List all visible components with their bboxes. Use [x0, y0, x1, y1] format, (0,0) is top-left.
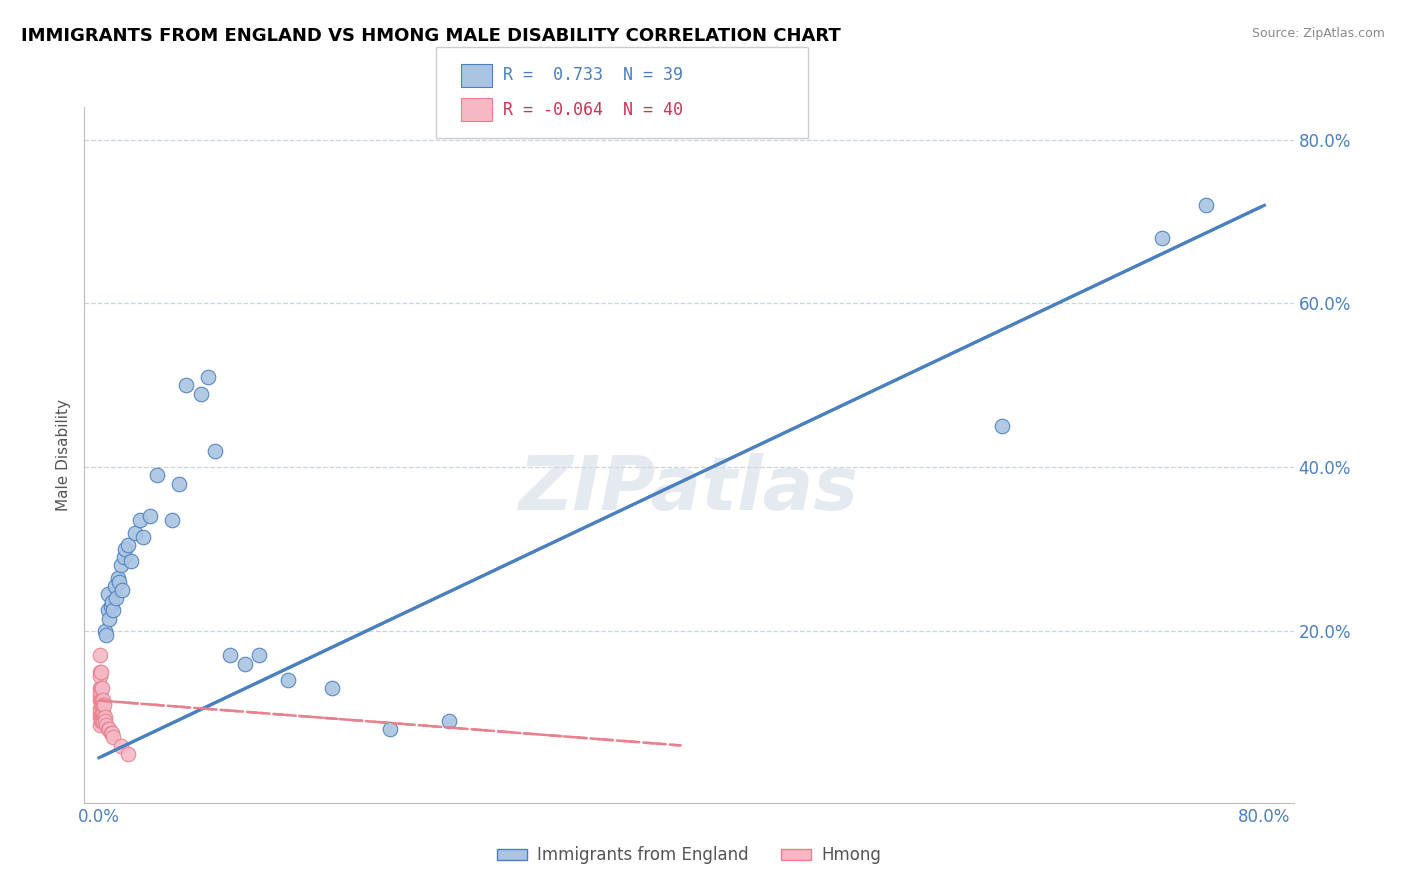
Point — [146, 468, 169, 483]
Point — [233, 657, 256, 671]
Point — [94, 714, 117, 728]
Point — [110, 739, 132, 753]
Point — [117, 747, 139, 761]
Point — [89, 669, 111, 683]
Y-axis label: Male Disability: Male Disability — [56, 399, 72, 511]
Point — [176, 378, 198, 392]
Point — [90, 681, 112, 696]
Point — [89, 710, 111, 724]
Point — [105, 591, 128, 606]
Point — [277, 673, 299, 687]
Point — [991, 419, 1014, 434]
Point — [89, 718, 111, 732]
Point — [90, 681, 112, 696]
Point — [96, 628, 118, 642]
Point — [90, 714, 112, 728]
Point — [90, 698, 112, 712]
Point — [94, 624, 117, 638]
Point — [131, 530, 153, 544]
Point — [1195, 198, 1218, 212]
Point — [117, 538, 139, 552]
Point — [90, 665, 112, 679]
Point — [190, 386, 212, 401]
Point — [89, 706, 111, 720]
Point — [91, 698, 114, 712]
Point — [1152, 231, 1174, 245]
Point — [103, 603, 125, 617]
Point — [100, 726, 122, 740]
Point — [89, 690, 111, 704]
Point — [89, 693, 111, 707]
Point — [100, 599, 122, 614]
Point — [167, 476, 190, 491]
Point — [197, 370, 219, 384]
Point — [107, 571, 129, 585]
Point — [98, 722, 121, 736]
Point — [103, 731, 125, 745]
Point — [90, 710, 112, 724]
Point — [114, 542, 136, 557]
Point — [91, 710, 114, 724]
Point — [139, 509, 162, 524]
Point — [111, 582, 134, 597]
Point — [128, 513, 150, 527]
Point — [219, 648, 242, 663]
Point — [89, 681, 111, 696]
Point — [98, 612, 121, 626]
Point — [104, 579, 127, 593]
Point — [89, 665, 111, 679]
Point — [89, 685, 111, 699]
Point — [124, 525, 146, 540]
Point — [437, 714, 460, 728]
Text: ZIPatlas: ZIPatlas — [519, 453, 859, 526]
Point — [90, 698, 112, 712]
Point — [90, 693, 112, 707]
Point — [91, 706, 114, 720]
Point — [101, 595, 124, 609]
Point — [97, 587, 120, 601]
Point — [91, 693, 114, 707]
Point — [247, 648, 270, 663]
Text: R = -0.064  N = 40: R = -0.064 N = 40 — [503, 101, 683, 119]
Point — [93, 698, 115, 712]
Point — [120, 554, 142, 568]
Point — [96, 718, 118, 732]
Text: IMMIGRANTS FROM ENGLAND VS HMONG MALE DISABILITY CORRELATION CHART: IMMIGRANTS FROM ENGLAND VS HMONG MALE DI… — [21, 27, 841, 45]
Point — [112, 550, 135, 565]
Text: R =  0.733  N = 39: R = 0.733 N = 39 — [503, 66, 683, 85]
Point — [90, 714, 112, 728]
Point — [89, 701, 111, 715]
Point — [97, 603, 120, 617]
Point — [91, 714, 114, 728]
Point — [204, 443, 226, 458]
Point — [93, 710, 115, 724]
Point — [90, 693, 112, 707]
Point — [380, 722, 402, 736]
Point — [160, 513, 183, 527]
Legend: Immigrants from England, Hmong: Immigrants from England, Hmong — [489, 839, 889, 871]
Point — [91, 706, 114, 720]
Point — [94, 710, 117, 724]
Point — [90, 710, 112, 724]
Point — [108, 574, 131, 589]
Point — [321, 681, 343, 696]
Point — [101, 726, 124, 740]
Point — [110, 558, 132, 573]
Point — [97, 722, 120, 736]
Text: Source: ZipAtlas.com: Source: ZipAtlas.com — [1251, 27, 1385, 40]
Point — [89, 648, 111, 663]
